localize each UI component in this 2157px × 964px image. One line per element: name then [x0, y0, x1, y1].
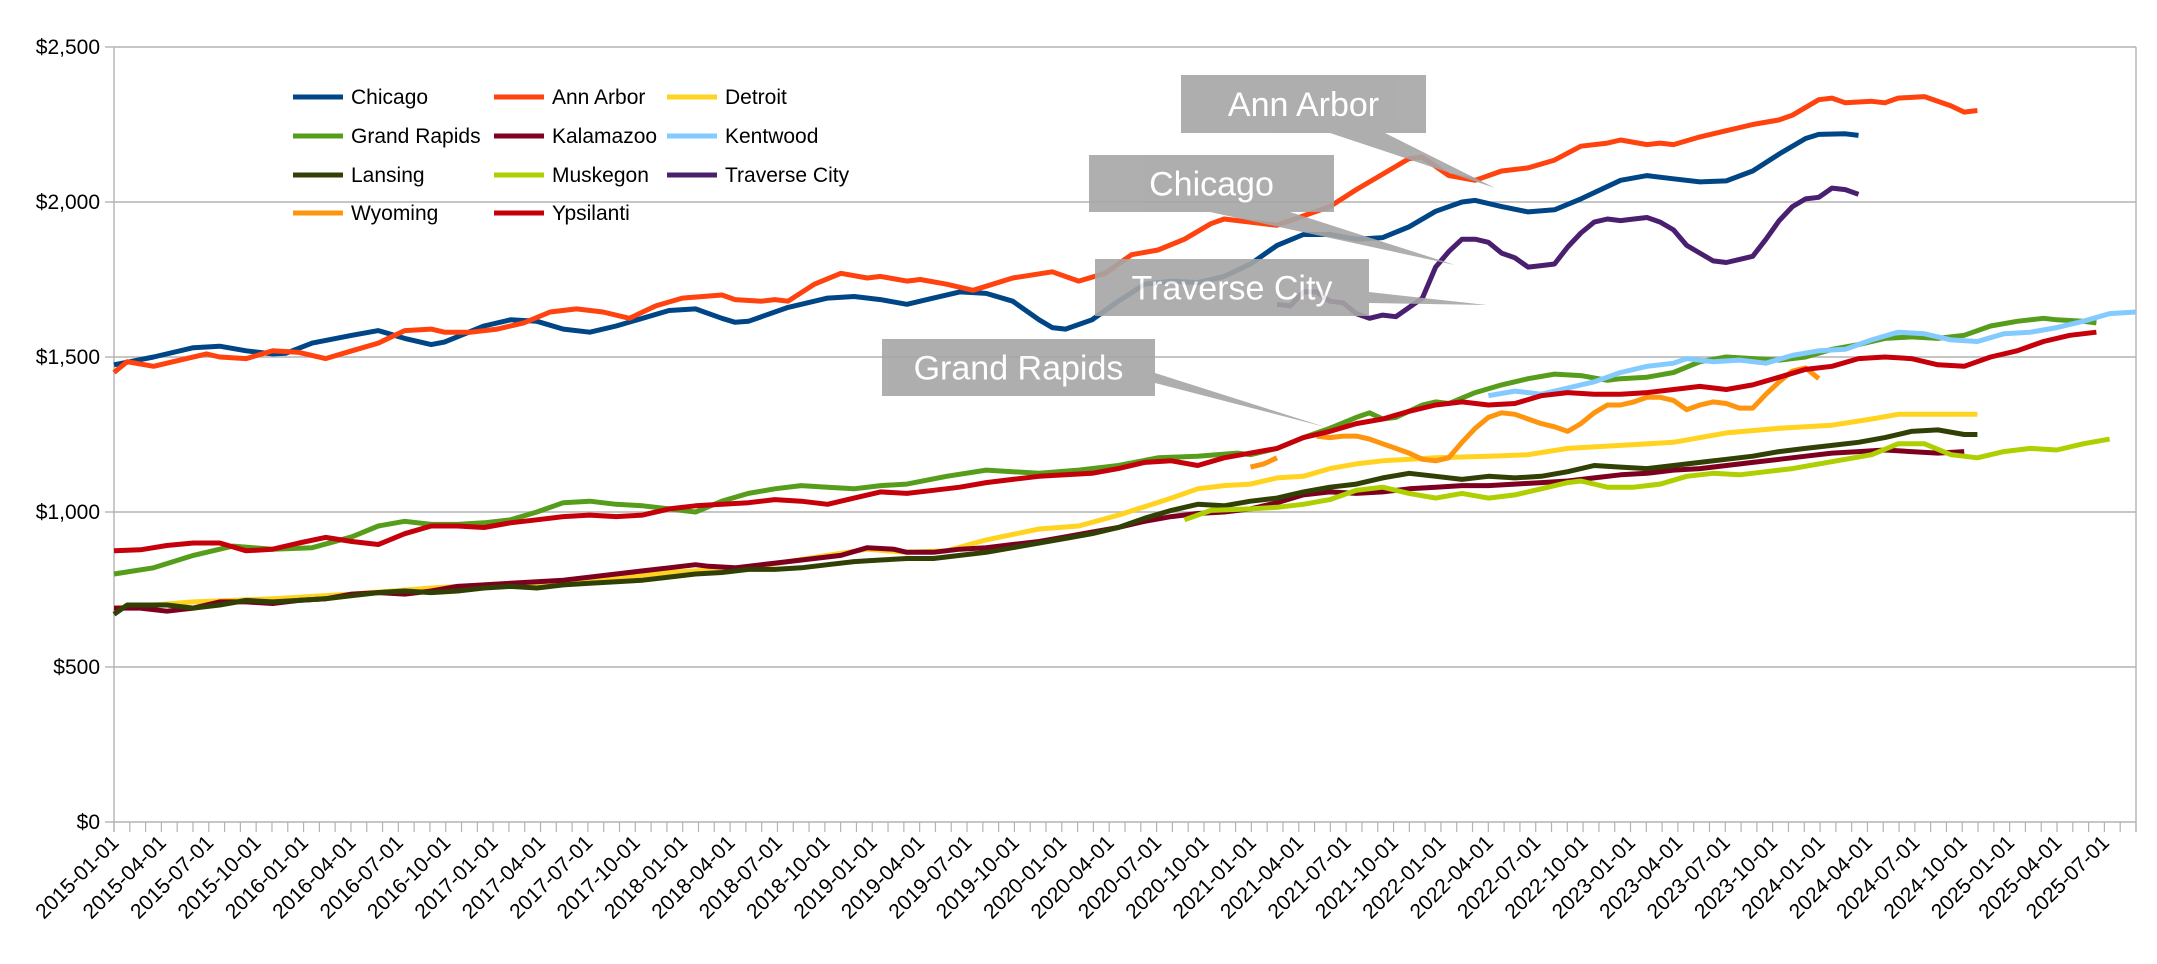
legend-label: Traverse City: [725, 164, 850, 187]
callout-box: [1181, 75, 1426, 133]
series-line-muskegon: [1183, 436, 2111, 523]
legend-item-detroit: Detroit: [667, 86, 787, 109]
series-line-traverse-city: [1276, 185, 1860, 321]
legend-label: Grand Rapids: [351, 125, 481, 148]
series-line-wyoming: [1249, 455, 1279, 470]
legend-item-muskegon: Muskegon: [494, 164, 649, 187]
series-line-ann-arbor: [112, 94, 1978, 375]
callout-label: Traverse City: [1132, 270, 1333, 308]
callout-box: [1095, 259, 1369, 316]
y-axis: $0 $500 $1,000 $1,500 $2,000 $2,500: [36, 36, 114, 834]
series-line-kentwood: [1487, 309, 2137, 399]
callout-label: Chicago: [1149, 166, 1274, 204]
callout-traverse-city: Traverse City: [1095, 259, 1487, 316]
legend-label: Kentwood: [725, 125, 818, 148]
callout-box: [1089, 155, 1334, 212]
callout-pointer: [1210, 212, 1455, 265]
series-line-lansing: [112, 427, 1978, 617]
callout-pointer: [1155, 373, 1325, 427]
legend-label: Kalamazoo: [552, 125, 657, 148]
callout-label: Ann Arbor: [1228, 86, 1379, 124]
legend-item-chicago: Chicago: [293, 86, 428, 109]
legend-item-lansing: Lansing: [293, 164, 425, 187]
series-line-ypsilanti: [113, 329, 2097, 554]
legend-item-kalamazoo: Kalamazoo: [494, 125, 657, 148]
legend-label: Chicago: [351, 86, 428, 109]
legend-label: Lansing: [351, 164, 425, 187]
callouts: Ann Arbor Chicago Traverse City Grand Rapid…: [882, 75, 1495, 427]
legend-item-kentwood: Kentwood: [667, 125, 818, 148]
legend-label: Wyoming: [351, 202, 438, 225]
y-tick-label: $2,500: [36, 36, 100, 59]
series-line-wyoming: [1316, 365, 1821, 464]
y-tick-label: $1,500: [36, 346, 100, 369]
legend-label: Ann Arbor: [552, 86, 645, 109]
legend-item-grand-rapids: Grand Rapids: [293, 125, 481, 148]
y-tick-label: $2,000: [36, 191, 100, 214]
legend-label: Muskegon: [552, 164, 649, 187]
callout-pointer: [1369, 292, 1487, 305]
callout-box: [882, 339, 1155, 396]
callout-grand-rapids: Grand Rapids: [882, 339, 1325, 427]
y-tick-label: $0: [77, 811, 100, 834]
legend-item-ann-arbor: Ann Arbor: [494, 86, 645, 109]
callout-chicago: Chicago: [1089, 155, 1455, 265]
callout-ann-arbor: Ann Arbor: [1181, 75, 1495, 188]
legend-item-wyoming: Wyoming: [293, 202, 438, 225]
legend-item-traverse-city: Traverse City: [667, 164, 850, 187]
y-tick-label: $500: [53, 656, 100, 679]
legend-item-ypsilanti: Ypsilanti: [494, 202, 630, 225]
series-lines: [112, 94, 2137, 617]
y-tick-label: $1,000: [36, 501, 100, 524]
callout-pointer: [1330, 133, 1495, 188]
legend-label: Ypsilanti: [552, 202, 630, 225]
legend: Chicago Ann Arbor Detroit Grand Rapids Kalam…: [293, 86, 850, 225]
legend-label: Detroit: [725, 86, 787, 109]
callout-label: Grand Rapids: [914, 350, 1124, 388]
series-line-chicago: [113, 131, 1859, 368]
series-line-detroit: [113, 411, 1978, 611]
x-axis: 2015-01-012015-04-012015-07-012015-10-01…: [31, 822, 2137, 923]
